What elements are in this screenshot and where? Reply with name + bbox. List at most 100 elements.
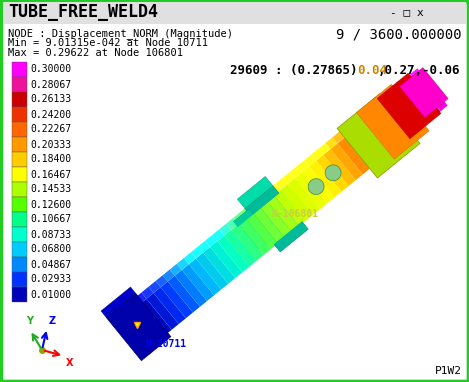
Polygon shape: [345, 132, 377, 169]
Polygon shape: [134, 293, 146, 304]
Polygon shape: [308, 179, 324, 194]
Text: 0.08733: 0.08733: [30, 230, 71, 240]
Polygon shape: [227, 218, 238, 230]
Bar: [12, 92, 27, 107]
Text: 9 / 3600.000000: 9 / 3600.000000: [336, 28, 462, 42]
Polygon shape: [237, 176, 273, 209]
Bar: [12, 197, 27, 212]
Text: X: X: [66, 358, 74, 368]
Polygon shape: [295, 172, 327, 209]
Text: NODE : Displacement_NORM (Magnitude): NODE : Displacement_NORM (Magnitude): [8, 28, 233, 39]
Polygon shape: [262, 189, 274, 201]
Polygon shape: [403, 74, 416, 86]
Polygon shape: [276, 178, 288, 189]
Polygon shape: [245, 186, 308, 252]
Text: 0.06800: 0.06800: [30, 244, 71, 254]
Polygon shape: [361, 108, 373, 120]
Polygon shape: [168, 276, 200, 312]
Polygon shape: [234, 212, 245, 224]
Polygon shape: [177, 258, 189, 270]
Polygon shape: [268, 197, 298, 230]
Polygon shape: [366, 115, 398, 152]
Polygon shape: [290, 166, 302, 178]
Text: 0.24200: 0.24200: [30, 110, 71, 120]
Polygon shape: [400, 68, 448, 118]
Polygon shape: [205, 235, 217, 247]
Text: 0.26133: 0.26133: [30, 94, 71, 105]
Polygon shape: [212, 229, 224, 241]
Text: 0.18400: 0.18400: [30, 154, 71, 165]
Text: 0.16467: 0.16467: [30, 170, 71, 180]
Polygon shape: [389, 86, 401, 97]
Polygon shape: [255, 195, 267, 207]
Text: P1W2: P1W2: [435, 366, 462, 376]
Text: 0.22267: 0.22267: [30, 125, 71, 134]
Polygon shape: [311, 149, 323, 161]
Polygon shape: [247, 214, 277, 248]
Bar: [12, 182, 27, 197]
Bar: [12, 62, 27, 77]
Polygon shape: [163, 270, 175, 282]
Polygon shape: [408, 80, 440, 117]
Polygon shape: [196, 253, 228, 290]
Text: TUBE_FREE_WELD4: TUBE_FREE_WELD4: [8, 3, 158, 21]
Polygon shape: [114, 299, 134, 311]
Polygon shape: [170, 264, 182, 276]
Text: 0.10667: 0.10667: [30, 215, 71, 225]
Polygon shape: [368, 103, 380, 115]
Polygon shape: [160, 282, 193, 318]
Polygon shape: [302, 167, 334, 203]
Polygon shape: [323, 149, 356, 186]
Polygon shape: [373, 109, 405, 146]
Polygon shape: [184, 252, 196, 264]
Polygon shape: [316, 155, 348, 192]
Polygon shape: [354, 114, 366, 126]
Polygon shape: [289, 180, 319, 213]
Bar: [12, 257, 27, 272]
Text: 0.02933: 0.02933: [30, 275, 71, 285]
Polygon shape: [217, 235, 250, 272]
Bar: [12, 242, 27, 257]
Polygon shape: [396, 80, 408, 92]
Polygon shape: [248, 201, 260, 212]
Text: 0.14533: 0.14533: [30, 185, 71, 194]
Text: 0.28067: 0.28067: [30, 79, 71, 89]
Polygon shape: [387, 97, 419, 134]
Polygon shape: [275, 191, 305, 225]
Polygon shape: [146, 293, 179, 330]
Polygon shape: [309, 161, 341, 197]
Polygon shape: [233, 225, 262, 259]
Polygon shape: [283, 172, 295, 184]
Polygon shape: [356, 84, 429, 159]
Bar: [12, 137, 27, 152]
Polygon shape: [375, 97, 387, 109]
Polygon shape: [325, 165, 341, 181]
Text: Y: Y: [26, 316, 33, 326]
Bar: [12, 287, 27, 302]
Polygon shape: [219, 223, 231, 235]
Polygon shape: [282, 185, 312, 219]
Text: N-10711: N-10711: [145, 340, 187, 350]
Text: 0.04: 0.04: [357, 64, 387, 77]
Text: Z: Z: [49, 316, 56, 326]
Polygon shape: [340, 126, 352, 138]
Polygon shape: [101, 287, 136, 317]
Text: N-106801: N-106801: [272, 209, 318, 219]
Polygon shape: [231, 224, 264, 261]
Polygon shape: [274, 189, 306, 226]
Polygon shape: [106, 293, 171, 361]
Bar: [12, 77, 27, 92]
Polygon shape: [254, 208, 284, 242]
Polygon shape: [359, 120, 391, 157]
Polygon shape: [245, 212, 278, 249]
Text: - □ x: - □ x: [390, 7, 424, 17]
Text: 29609 : (0.27865): 29609 : (0.27865): [230, 64, 357, 77]
Polygon shape: [382, 91, 394, 103]
Polygon shape: [175, 270, 207, 307]
Text: 0.12600: 0.12600: [30, 199, 71, 209]
Polygon shape: [331, 144, 363, 180]
Polygon shape: [156, 275, 168, 287]
Polygon shape: [234, 209, 272, 250]
Bar: [3, 2, 466, 24]
Polygon shape: [139, 299, 172, 335]
